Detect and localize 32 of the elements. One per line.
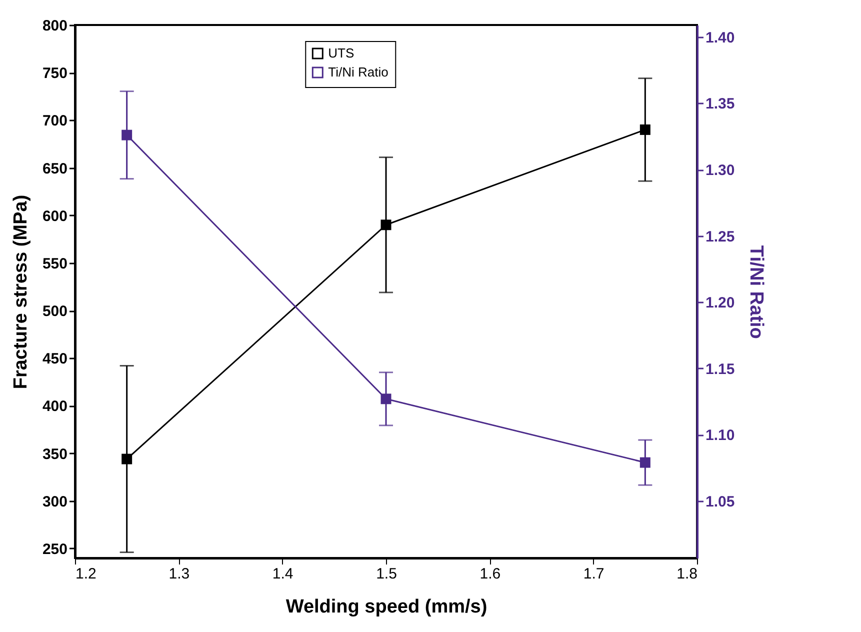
x-tick-label: 1.3 (168, 566, 190, 582)
y-tick-label: 450 (42, 350, 68, 368)
y2-tick-label: 1.05 (706, 493, 735, 510)
x-tick-label: 1.6 (480, 566, 501, 582)
x-axis-title: Welding speed (mm/s) (286, 596, 488, 618)
y2-tick-label: 1.35 (706, 96, 735, 113)
y2-tick-label: 1.25 (706, 228, 735, 246)
y2-axis-title: Ti/Ni Ratio (746, 245, 767, 339)
y2-tick-label: 1.10 (706, 427, 735, 444)
legend-label: UTS (328, 45, 354, 60)
y-tick-label: 350 (42, 446, 68, 463)
y-tick-label: 400 (42, 398, 68, 416)
x-tick-label: 1.4 (272, 566, 294, 582)
y2-tick-label: 1.30 (706, 162, 735, 180)
y-tick-label: 750 (42, 65, 68, 82)
y-tick-label: 550 (42, 255, 68, 272)
x-tick-label: 1.8 (676, 566, 698, 582)
x-tick-label: 1.2 (76, 566, 96, 582)
legend-label: Ti/Ni Ratio (328, 64, 388, 80)
y-tick-label: 250 (42, 540, 68, 558)
y-tick-label: 650 (42, 160, 68, 178)
y-tick-label: 600 (42, 208, 68, 225)
x-tick-label: 1.7 (583, 566, 604, 582)
y-axis-title: Fracture stress (MPa) (10, 194, 32, 390)
y-tick-label: 700 (42, 112, 68, 130)
y-tick-label: 500 (42, 303, 68, 320)
y2-tick-label: 1.40 (706, 29, 735, 46)
y2-tick-label: 1.15 (706, 360, 735, 378)
x-tick-label: 1.5 (376, 566, 397, 582)
y2-tick-label: 1.20 (706, 294, 735, 312)
y-tick-label: 800 (42, 18, 68, 34)
y-tick-label: 300 (42, 493, 68, 510)
